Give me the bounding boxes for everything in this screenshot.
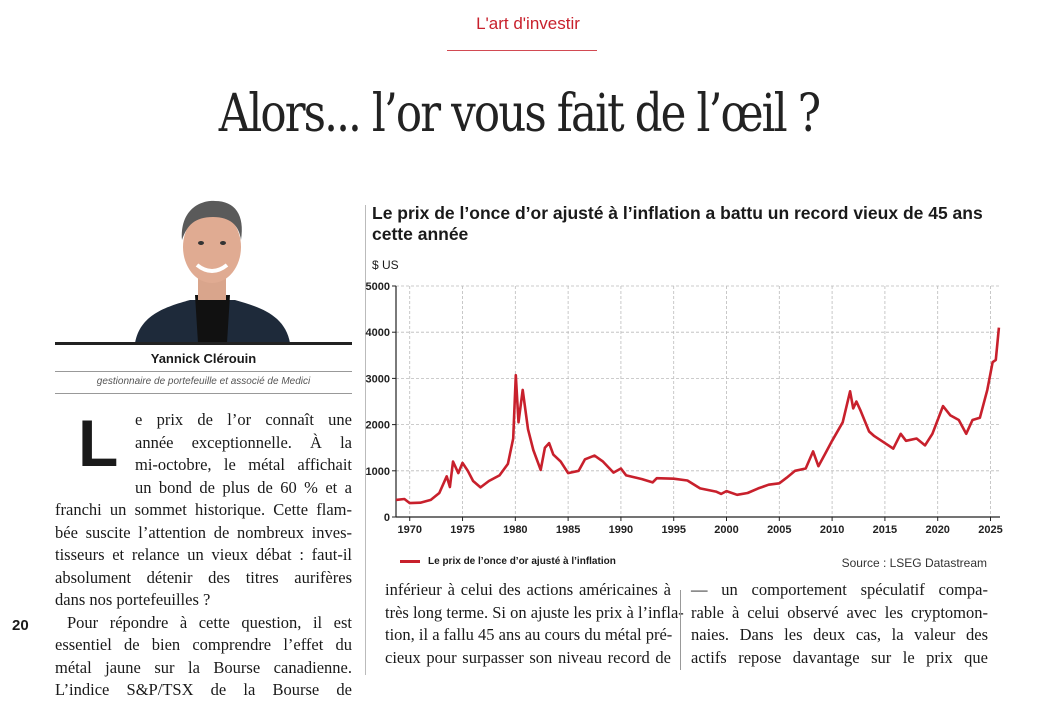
divider xyxy=(55,393,352,394)
divider xyxy=(55,371,352,372)
text-line: e prix de l’or connaît une xyxy=(135,410,352,429)
text-line: essentiel de bien comprendre l’effet du xyxy=(55,635,352,654)
x-tick-label: 1985 xyxy=(556,524,580,536)
text-line: très long terme. Si on ajuste les prix à… xyxy=(385,602,684,622)
author-name: Yannick Clérouin xyxy=(150,351,257,366)
legend-swatch xyxy=(400,560,420,563)
y-axis-unit: $ US xyxy=(372,258,399,272)
chart-legend: Le prix de l’once d’or ajusté à l’inflat… xyxy=(400,556,616,567)
author-divider xyxy=(55,342,352,345)
x-tick-label: 1975 xyxy=(450,524,474,536)
x-tick-label: 1995 xyxy=(661,524,685,536)
text-line: — un comportement spéculatif compa- xyxy=(691,580,988,599)
text-line: inférieur à celui des actions américaine… xyxy=(385,580,671,599)
text-line: dans nos portefeuilles ? xyxy=(55,590,211,609)
chart-source: Source : LSEG Datastream xyxy=(841,556,987,570)
text-line: mi-octobre, le métal affichait xyxy=(135,455,352,474)
x-tick-label: 2015 xyxy=(873,524,897,536)
text-line: naies. Dans les deux cas, la valeur des xyxy=(691,625,988,644)
rubric-underline xyxy=(447,50,597,51)
x-tick-label: 1970 xyxy=(397,524,421,536)
x-tick-label: 2005 xyxy=(767,524,791,536)
page-number: 20 xyxy=(12,617,29,634)
text-line: franchi un sommet historique. Cette flam… xyxy=(55,500,352,519)
y-tick-label: 5000 xyxy=(366,281,390,293)
text-line: tisseurs et relance un vieux débat : fau… xyxy=(55,545,352,564)
author-role: gestionnaire de portefeuille et associé … xyxy=(96,376,311,387)
x-tick-label: 2010 xyxy=(820,524,844,536)
text-line: tion, il a fallu 45 ans au cours du méta… xyxy=(385,625,673,644)
x-tick-label: 2025 xyxy=(978,524,1002,536)
text-line: rable à celui observé avec les cryptomon… xyxy=(691,602,988,622)
text-line: bée suscite l’attention de nombreux inve… xyxy=(55,522,352,542)
drop-cap: L xyxy=(78,406,119,480)
text-line: un bond de plus de 60 % et a xyxy=(135,477,352,497)
text-line: année exceptionnelle. À la xyxy=(135,432,352,452)
text-line: L’indice S&P/TSX de la Bourse de xyxy=(55,680,352,699)
column-rule xyxy=(365,205,366,675)
legend-label: Le prix de l’once d’or ajusté à l’inflat… xyxy=(428,556,616,567)
gold-price-chart: 0 1000 2000 3000 4000 5000 1970 1975 1980 1985 199… xyxy=(366,281,1003,536)
y-tick-label: 3000 xyxy=(366,373,390,385)
headline: Alors... l’or vous fait de l’œil ? xyxy=(218,84,821,144)
x-tick-label: 2000 xyxy=(714,524,738,536)
section-rubric: L'art d'investir xyxy=(476,14,580,33)
text-line: Pour répondre à cette question, il est xyxy=(67,612,352,632)
y-tick-label: 1000 xyxy=(366,466,390,478)
y-tick-label: 4000 xyxy=(366,327,390,339)
text-line: cieux pour surpasser son niveau record d… xyxy=(385,647,671,667)
text-line: actifs repose davantage sur le prix que xyxy=(691,647,988,667)
x-tick-label: 1980 xyxy=(503,524,527,536)
chart-title: Le prix de l’once d’or ajusté à l’inflat… xyxy=(372,203,983,244)
x-tick-label: 1990 xyxy=(609,524,633,536)
x-tick-label: 2020 xyxy=(925,524,949,536)
series-line-gold-price xyxy=(395,327,1001,505)
y-tick-label: 2000 xyxy=(366,420,390,432)
text-line: absolument détenir des titres aurifères xyxy=(55,567,352,587)
column-rule xyxy=(680,590,681,670)
author-photo xyxy=(135,195,290,343)
y-tick-label: 0 xyxy=(384,512,390,524)
